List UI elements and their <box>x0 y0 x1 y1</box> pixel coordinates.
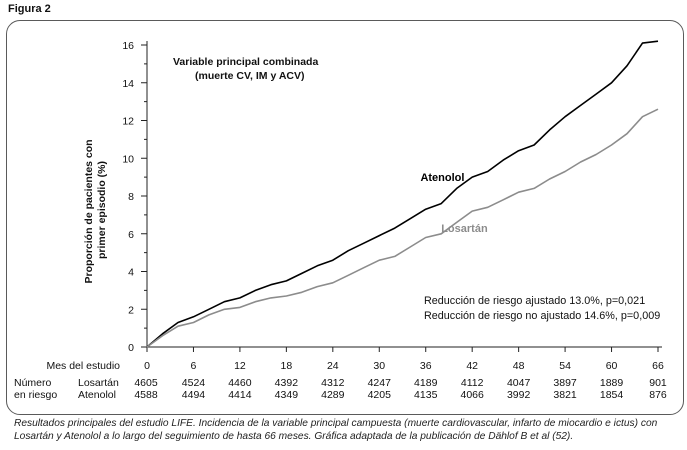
y-tick-label: 2 <box>128 304 134 316</box>
chart-panel <box>6 20 684 415</box>
x-tick-label: 60 <box>606 360 618 372</box>
at-risk-value: 1854 <box>600 389 624 401</box>
at-risk-value: 4494 <box>182 389 206 401</box>
at-risk-value: 4135 <box>414 389 438 401</box>
x-tick-label: 0 <box>144 360 150 372</box>
y-axis-label-line1: Proporción de pacientes con <box>83 139 95 283</box>
at-risk-value: 4189 <box>414 377 438 389</box>
y-tick-label: 16 <box>122 40 134 52</box>
figure-caption: Resultados principales del estudio LIFE.… <box>14 418 658 442</box>
at-risk-value: 876 <box>649 389 667 401</box>
at-risk-value: 4460 <box>228 377 252 389</box>
x-tick-label: 18 <box>281 360 293 372</box>
at-risk-value: 3821 <box>553 389 577 401</box>
series-label-losartan: Losartán <box>441 223 488 235</box>
at-risk-value: 3897 <box>553 377 577 389</box>
x-tick-label: 36 <box>420 360 432 372</box>
line-chart: Variable principal combinada (muerte CV,… <box>14 40 667 401</box>
at-risk-value: 4312 <box>321 377 345 389</box>
y-tick-label: 4 <box>128 267 134 279</box>
x-tick-label: 12 <box>234 360 246 372</box>
y-tick-label: 14 <box>122 78 134 90</box>
chart-subtitle: (muerte CV, IM y ACV) <box>195 70 305 82</box>
y-axis-label-line2: primer episodio (%) <box>96 161 108 259</box>
series-line-losartan <box>146 108 659 348</box>
x-tick-label: 54 <box>559 360 571 372</box>
at-risk-value: 4605 <box>134 377 158 389</box>
at-risk-header-line2: en riesgo <box>14 389 57 401</box>
at-risk-value: 4047 <box>507 377 531 389</box>
y-tick-label: 8 <box>128 191 134 203</box>
annotation-unadjusted: Reducción de riesgo no ajustado 14.6%, p… <box>424 310 660 322</box>
at-risk-value: 4588 <box>134 389 158 401</box>
series-line-atenolol <box>146 40 659 348</box>
at-risk-value: 1889 <box>600 377 624 389</box>
at-risk-value: 901 <box>649 377 667 389</box>
figure-label: Figura 2 <box>8 3 51 15</box>
at-risk-value: 4247 <box>368 377 392 389</box>
y-tick-label: 12 <box>122 116 134 128</box>
x-tick-label: 48 <box>513 360 525 372</box>
at-risk-value: 4205 <box>368 389 392 401</box>
series-label-atenolol: Atenolol <box>420 172 464 184</box>
y-tick-label: 0 <box>128 342 134 354</box>
at-risk-header-line1: Número <box>14 377 52 389</box>
annotation-adjusted: Reducción de riesgo ajustado 13.0%, p=0,… <box>424 295 645 307</box>
y-tick-label: 10 <box>122 153 134 165</box>
chart-title: Variable principal combinada <box>173 56 318 68</box>
at-risk-value: 4414 <box>228 389 252 401</box>
at-risk-group-atenolol: Atenolol <box>78 389 116 401</box>
at-risk-value: 3992 <box>507 389 531 401</box>
x-tick-label: 6 <box>191 360 197 372</box>
y-tick-label: 6 <box>128 229 134 241</box>
x-axis-title: Mes del estudio <box>46 360 120 372</box>
at-risk-value: 4524 <box>182 377 206 389</box>
x-tick-label: 24 <box>327 360 339 372</box>
at-risk-value: 4066 <box>461 389 485 401</box>
x-tick-label: 42 <box>466 360 478 372</box>
at-risk-value: 4349 <box>275 389 299 401</box>
at-risk-group-losartan: Losartán <box>78 377 119 389</box>
y-axis-label: Proporción de pacientes con primer episo… <box>83 136 108 283</box>
x-tick-label: 30 <box>373 360 385 372</box>
x-tick-label: 66 <box>652 360 664 372</box>
at-risk-value: 4392 <box>275 377 299 389</box>
at-risk-value: 4289 <box>321 389 345 401</box>
at-risk-value: 4112 <box>461 377 484 389</box>
